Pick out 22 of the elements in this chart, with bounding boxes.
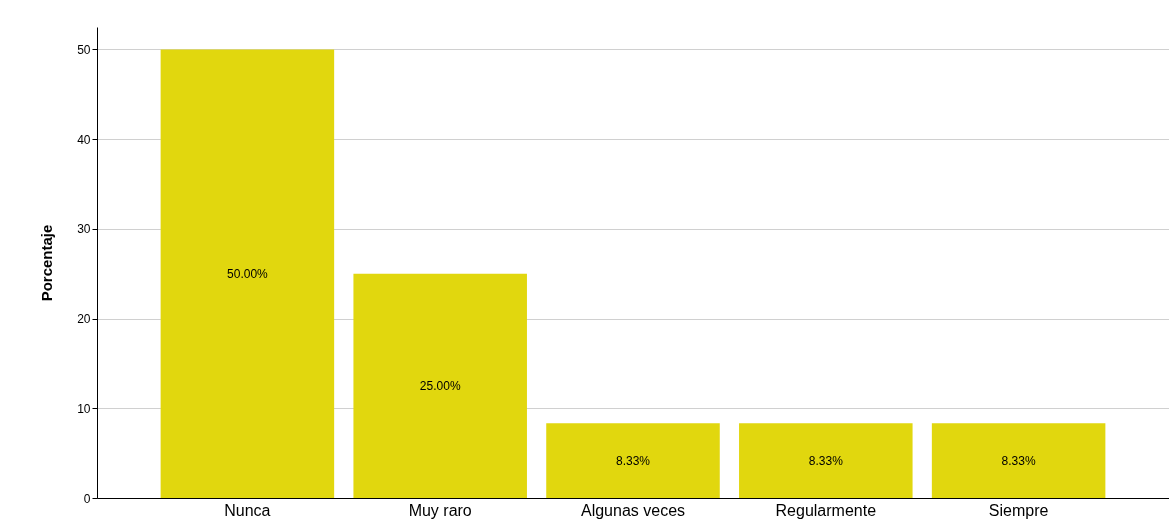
data-label: 8.33% xyxy=(1001,453,1036,468)
data-label: 25.00% xyxy=(419,378,461,393)
data-label: 50.00% xyxy=(227,266,269,281)
y-axis-title: Porcentaje xyxy=(38,224,56,302)
data-label: 8.33% xyxy=(808,453,844,468)
x-tick-label: Algunas veces xyxy=(580,501,686,519)
x-tick-label: Regularmente xyxy=(775,501,877,519)
data-label: 8.33% xyxy=(615,453,651,468)
bar xyxy=(353,273,527,498)
y-tick-label: 10 xyxy=(77,401,91,416)
bar xyxy=(160,49,335,498)
bar xyxy=(739,423,913,498)
y-tick-label: 30 xyxy=(77,222,91,237)
y-tick-label: 40 xyxy=(77,132,91,147)
y-tick-label: 0 xyxy=(83,491,91,506)
y-tick-label: 50 xyxy=(77,42,91,57)
x-tick-label: Siempre xyxy=(988,501,1049,519)
x-tick-label: Muy raro xyxy=(408,501,472,519)
x-tick-label: Nunca xyxy=(224,501,271,519)
y-tick-label: 20 xyxy=(77,312,91,327)
bar xyxy=(546,423,720,498)
bar xyxy=(931,423,1106,498)
